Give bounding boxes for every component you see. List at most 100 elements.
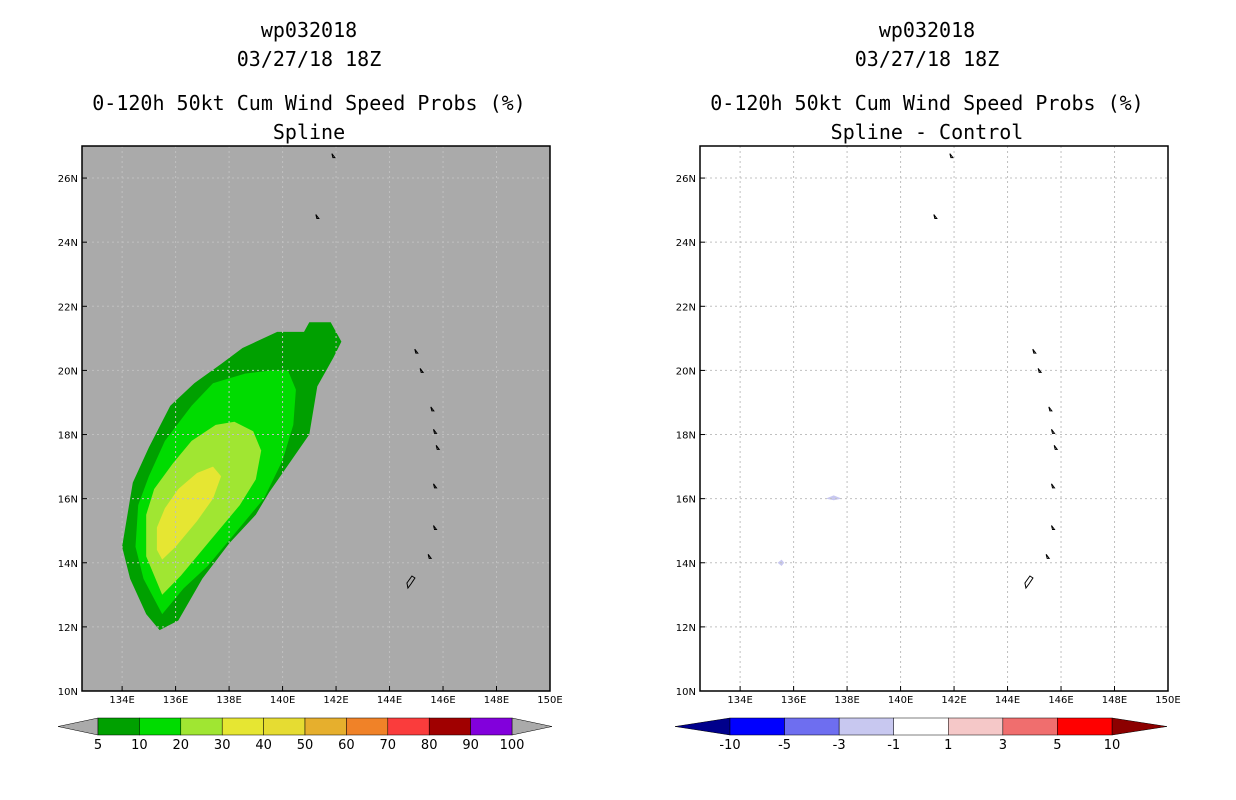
island xyxy=(1048,406,1053,412)
island xyxy=(430,406,435,412)
legend-swatch xyxy=(470,717,513,736)
right-panel: wp032018 03/27/18 18Z 0-120h 50kt Cum Wi… xyxy=(618,0,1236,800)
island xyxy=(315,214,320,220)
legend-swatch xyxy=(784,717,840,736)
island xyxy=(1051,483,1056,489)
legend-label: 60 xyxy=(338,738,355,753)
legend-swatch xyxy=(838,717,894,736)
y-tick-label: 26N xyxy=(676,174,696,185)
x-tick-label: 144E xyxy=(995,695,1020,706)
island xyxy=(433,483,438,489)
legend-label: -1 xyxy=(887,738,900,753)
x-tick-label: 148E xyxy=(1102,695,1127,706)
legend-label: 50 xyxy=(297,738,314,753)
y-tick-label: 22N xyxy=(58,302,78,313)
y-tick-label: 16N xyxy=(58,495,78,506)
legend-swatch xyxy=(263,717,306,736)
legend-swatch xyxy=(304,717,347,736)
island-guam xyxy=(1024,575,1034,590)
x-tick-label: 150E xyxy=(537,695,562,706)
plot-area xyxy=(82,146,550,691)
legend-label: 1 xyxy=(944,738,952,753)
legend-label: 3 xyxy=(999,738,1007,753)
legend-swatch xyxy=(729,717,785,736)
island xyxy=(1051,429,1056,434)
y-tick-label: 18N xyxy=(58,431,78,442)
y-tick-label: 20N xyxy=(676,366,696,377)
legend-label: 10 xyxy=(131,738,148,753)
date-time: 03/27/18 18Z xyxy=(236,47,382,71)
y-tick-label: 14N xyxy=(58,559,78,570)
legend-label: 90 xyxy=(462,738,479,753)
x-tick-label: 136E xyxy=(781,695,806,706)
plot-background xyxy=(700,146,1168,691)
island xyxy=(949,153,954,159)
island xyxy=(414,348,419,354)
left-panel: wp032018 03/27/18 18Z 0-120h 50kt Cum Wi… xyxy=(57,18,563,753)
contour--3 xyxy=(825,495,842,501)
x-tick-label: 140E xyxy=(888,695,913,706)
y-tick-label: 14N xyxy=(676,559,696,570)
x-tick-label: 142E xyxy=(941,695,966,706)
legend-swatch xyxy=(97,717,140,736)
legend-arrow-right xyxy=(1111,717,1168,736)
x-tick-label: 138E xyxy=(216,695,241,706)
plot-area xyxy=(700,146,1168,691)
legend-arrow-right xyxy=(511,717,553,736)
legend-swatch xyxy=(387,717,430,736)
legend-swatch xyxy=(346,717,389,736)
island xyxy=(1045,554,1051,559)
y-tick-label: 26N xyxy=(58,174,78,185)
island xyxy=(331,153,336,159)
x-tick-label: 146E xyxy=(430,695,455,706)
contour-30 xyxy=(156,466,222,560)
chart-title: 0-120h 50kt Cum Wind Speed Probs (%) xyxy=(710,91,1144,115)
legend-label: 100 xyxy=(500,738,525,753)
y-tick-label: 12N xyxy=(58,623,78,634)
legend-label: 20 xyxy=(173,738,190,753)
y-tick-label: 20N xyxy=(58,366,78,377)
x-tick-label: 136E xyxy=(163,695,188,706)
legend-label: 5 xyxy=(1053,738,1061,753)
legend-label: 30 xyxy=(214,738,231,753)
island xyxy=(933,214,938,220)
legend-label: -5 xyxy=(778,738,791,753)
storm-id: wp032018 xyxy=(878,18,976,42)
storm-id: wp032018 xyxy=(260,18,358,42)
legend-arrow-left xyxy=(674,717,731,736)
x-tick-label: 150E xyxy=(1155,695,1180,706)
y-tick-label: 10N xyxy=(676,687,696,698)
y-tick-label: 18N xyxy=(676,431,696,442)
island xyxy=(1032,348,1037,354)
plot-frame xyxy=(699,145,1169,692)
legend-arrow-left xyxy=(57,717,99,736)
legend-label: 40 xyxy=(255,738,272,753)
legend-swatch xyxy=(893,717,949,736)
legend-swatch xyxy=(948,717,1004,736)
island xyxy=(1037,368,1043,373)
y-tick-label: 16N xyxy=(676,495,696,506)
y-tick-label: 12N xyxy=(676,623,696,634)
legend-label: 10 xyxy=(1104,738,1121,753)
island xyxy=(435,445,441,450)
y-tick-label: 24N xyxy=(676,238,696,249)
island xyxy=(419,368,425,373)
y-tick-label: 22N xyxy=(676,302,696,313)
chart-title: 0-120h 50kt Cum Wind Speed Probs (%) xyxy=(92,91,526,115)
y-tick-label: 24N xyxy=(58,238,78,249)
plot-frame xyxy=(81,145,551,692)
chart-subtitle: Spline - Control xyxy=(830,120,1024,144)
legend-label: -3 xyxy=(833,738,846,753)
legend-label: -10 xyxy=(719,738,740,753)
chart-subtitle: Spline xyxy=(272,120,346,144)
x-tick-label: 134E xyxy=(109,695,134,706)
legend-swatch xyxy=(221,717,264,736)
legend-swatch xyxy=(1002,717,1058,736)
legend-label: 5 xyxy=(94,738,102,753)
date-time: 03/27/18 18Z xyxy=(854,47,1000,71)
chart-right: 134E 136E 138E 140E 142E 144E 146E 148E 150E 10N 1… xyxy=(674,145,1181,753)
x-tick-label: 148E xyxy=(484,695,509,706)
island xyxy=(1053,445,1059,450)
legend-swatch xyxy=(139,717,182,736)
legend-label: 70 xyxy=(380,738,397,753)
